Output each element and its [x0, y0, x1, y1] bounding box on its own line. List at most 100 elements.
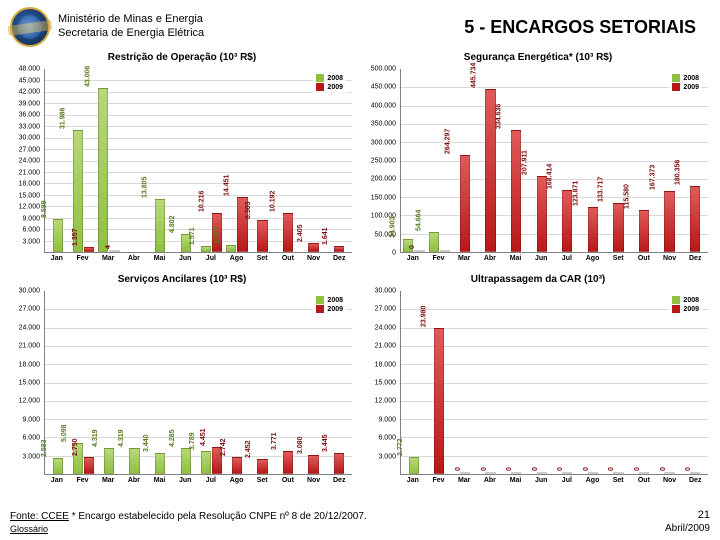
bar-group: 180.356: [682, 69, 708, 252]
x-tick: Mai: [503, 477, 529, 491]
bar-value-label: 8.589: [41, 201, 48, 221]
bar-value-label: 167.373: [649, 164, 656, 191]
bar-value-label: 5.098: [61, 424, 68, 444]
bar-value-label: 1.357: [72, 228, 79, 248]
footnote: * Encargo estabelecido pela Resolução CN…: [72, 511, 367, 522]
bar-group: 0: [631, 291, 657, 474]
y-tick: 48.000: [19, 66, 40, 73]
x-tick: Abr: [477, 255, 503, 269]
bar: 2.583: [53, 458, 63, 474]
y-tick: 3.000: [22, 238, 40, 245]
y-tick: 15.000: [19, 380, 40, 387]
x-tick: Mar: [451, 255, 477, 269]
chart-title: Restrição de Operação (10³ R$): [8, 52, 356, 63]
bar: 0: [690, 472, 700, 474]
bar-group: 23.980: [427, 291, 453, 474]
bar-group: 0: [580, 291, 606, 474]
bar-value-label: 1.571: [189, 227, 196, 247]
bar-value-label: 180.356: [674, 160, 681, 187]
bar-group: 43.0064: [96, 69, 122, 252]
x-tick: Set: [249, 255, 275, 269]
bars: 8.58931.9861.35743.006413.8054.8021.5711…: [45, 69, 352, 252]
bar-value-label: 14.451: [224, 174, 231, 197]
x-tick: Mar: [95, 255, 121, 269]
x-tick: Abr: [477, 477, 503, 491]
bar-group: 123.871: [580, 69, 606, 252]
plot-area: 200820098.58931.9861.35743.006413.8054.8…: [44, 69, 352, 253]
y-tick: 30.000: [19, 135, 40, 142]
glossario-link[interactable]: Glossário: [10, 524, 367, 534]
y-tick: 21.000: [375, 343, 396, 350]
x-tick: Jun: [172, 255, 198, 269]
chart-title: Ultrapassagem da CAR (10³): [364, 274, 712, 285]
bar-group: 1.77714.451: [224, 69, 250, 252]
bar: 3.771: [283, 451, 293, 474]
x-tick: Jun: [528, 477, 554, 491]
y-tick: 30.000: [19, 288, 40, 295]
charts-grid: Restrição de Operação (10³ R$) 3.000 6.000…: [0, 52, 720, 492]
x-tick: Jan: [400, 477, 426, 491]
bar-group: 1.641: [326, 69, 352, 252]
y-tick: 500.000: [371, 66, 396, 73]
y-tick: 12.000: [375, 398, 396, 405]
x-tick: Ago: [580, 255, 606, 269]
y-tick: 15.000: [19, 192, 40, 199]
y-tick: 24.000: [19, 324, 40, 331]
fonte-link[interactable]: Fonte: CCEE: [10, 511, 69, 522]
bar-value-label: 4.451: [200, 428, 207, 448]
y-tick: 21.000: [19, 169, 40, 176]
bar: 1.641: [334, 246, 344, 252]
plot-wrap: 3.0006.0009.00012.00015.00018.00021.0002…: [8, 65, 356, 269]
bar-value-label: 115.580: [624, 184, 631, 211]
bar-group: 115.580: [631, 69, 657, 252]
x-tick: Jan: [44, 477, 70, 491]
x-axis: JanFevMarAbrMaiJunJulAgoSetOutNovDez: [44, 255, 352, 269]
bar: 0: [639, 472, 649, 474]
bar-value-label: 0: [634, 467, 641, 473]
bar-value-label: 123.871: [572, 180, 579, 207]
bar-value-label: 8.303: [246, 202, 253, 222]
bar-group: 2.405: [301, 69, 327, 252]
bar-value-label: 0: [583, 467, 590, 473]
x-tick: Out: [631, 255, 657, 269]
bar: 8.303: [257, 220, 267, 252]
bar-value-label: 3.440: [143, 435, 150, 455]
bar-value-label: 43.006: [85, 66, 92, 89]
bar-value-label: 2.452: [246, 441, 253, 461]
plot-area: 200820092.5835.0982.7504.3194.3193.4404.…: [44, 291, 352, 475]
footer-right: 21 Abril/2009: [665, 509, 710, 534]
y-tick: 6.000: [22, 227, 40, 234]
bar-value-label: 4.802: [169, 215, 176, 235]
bar: 13.805: [155, 199, 165, 252]
bar: 2.750: [84, 457, 94, 474]
bar-group: 1.57110.216: [198, 69, 224, 252]
bar: 334.636: [511, 130, 521, 252]
bar-value-label: 3.445: [322, 434, 329, 454]
footer-left: Fonte: CCEE * Encargo estabelecido pela …: [10, 511, 367, 534]
y-tick: 450.000: [371, 84, 396, 91]
x-tick: Abr: [121, 255, 147, 269]
bar-value-label: 1.641: [322, 227, 329, 247]
y-tick: 18.000: [375, 361, 396, 368]
bar: 180.356: [690, 186, 700, 252]
plot-area: 2008200934.903054.664264.297445.734334.6…: [400, 69, 708, 253]
bar: 167.373: [664, 191, 674, 252]
bar: 0: [562, 472, 572, 474]
y-tick: 30.000: [375, 288, 396, 295]
bar-group: 133.717: [606, 69, 632, 252]
bar-value-label: 207.911: [521, 150, 528, 177]
bar-group: 3.445: [326, 291, 352, 474]
x-tick: Fev: [426, 477, 452, 491]
y-tick: 12.000: [19, 204, 40, 211]
bar: 445.734: [485, 89, 495, 252]
bar-value-label: 168.414: [547, 164, 554, 191]
bar-group: 54.664: [427, 69, 453, 252]
y-tick: 6.000: [378, 435, 396, 442]
y-tick: 27.000: [19, 306, 40, 313]
bar-group: 0: [657, 291, 683, 474]
bar-group: 0: [682, 291, 708, 474]
org-line1: Ministério de Minas e Energia: [58, 13, 204, 27]
y-tick: 6.000: [22, 435, 40, 442]
chart-1: Segurança Energética* (10³ R$)050.000100…: [364, 52, 712, 270]
bar-value-label: 0: [409, 245, 416, 251]
